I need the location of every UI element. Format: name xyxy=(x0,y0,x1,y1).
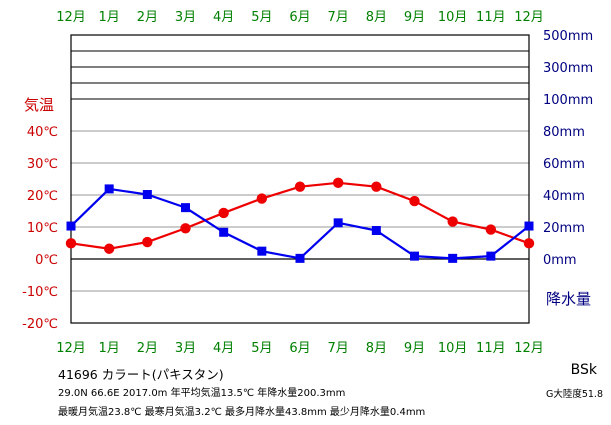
month-label-top: 12月 xyxy=(56,10,86,25)
month-label-top: 4月 xyxy=(213,10,234,25)
temperature-point xyxy=(180,223,191,234)
month-label-bottom: 7月 xyxy=(328,341,349,356)
temperature-point xyxy=(294,181,306,192)
precipitation-tick-label: 300mm xyxy=(543,61,593,76)
month-label-bottom: 10月 xyxy=(438,341,468,356)
month-label-bottom: 3月 xyxy=(175,341,196,356)
temperature-tick-label: -10℃ xyxy=(22,285,58,300)
precipitation-tick-label: 100mm xyxy=(543,93,593,108)
climate-classification: BSk xyxy=(570,362,597,378)
temperature-point xyxy=(447,216,458,227)
month-label-top: 2月 xyxy=(137,10,158,25)
month-label-bottom: 6月 xyxy=(289,341,310,356)
precipitation-point xyxy=(219,227,229,237)
precipitation-point xyxy=(486,251,496,261)
month-label-bottom: 4月 xyxy=(213,341,234,356)
precipitation-axis: 500mm 300mm 100mm 80mm 60mm 40mm 20mm 0mm 降水量 xyxy=(543,29,593,308)
precipitation-point xyxy=(181,203,190,213)
precipitation-tick-label: 40mm xyxy=(543,189,585,204)
precipitation-tick-label: 500mm xyxy=(543,29,593,44)
temperature-tick-label: 40℃ xyxy=(27,125,58,140)
precipitation-axis-label: 降水量 xyxy=(546,290,591,308)
precipitation-point xyxy=(142,190,152,200)
month-label-bottom: 1月 xyxy=(99,341,120,356)
temperature-point xyxy=(523,238,535,249)
precipitation-point xyxy=(333,218,343,228)
temperature-point xyxy=(256,193,268,204)
temperature-tick-label: -20℃ xyxy=(22,317,58,332)
plot-border xyxy=(70,34,530,324)
precipitation-point xyxy=(295,253,305,263)
temperature-point xyxy=(142,236,153,248)
precipitation-point xyxy=(66,221,76,231)
month-label-top: 1月 xyxy=(99,10,120,25)
month-label-top: 8月 xyxy=(366,10,387,25)
month-labels-top: 12月 1月 2月 3月 4月 5月 6月 7月 8月 9月 10月 11月 12月 xyxy=(56,10,544,25)
precipitation-tick-label: 60mm xyxy=(543,157,585,172)
temperature-point xyxy=(371,181,382,192)
plot-frame xyxy=(70,34,530,324)
precipitation-point xyxy=(448,253,458,263)
temperature-tick-label: 20℃ xyxy=(27,189,58,204)
month-labels-bottom: 12月 1月 2月 3月 4月 5月 6月 7月 8月 9月 10月 11月 12月 xyxy=(56,341,544,356)
month-label-bottom: 2月 xyxy=(137,341,158,356)
temperature-point xyxy=(332,177,344,189)
data-series xyxy=(65,177,535,263)
month-label-bottom: 9月 xyxy=(404,341,425,356)
precipitation-tick-label: 20mm xyxy=(543,221,585,236)
temperature-point xyxy=(218,207,229,219)
temperature-axis: 気温 40℃ 30℃ 20℃ 10℃ 0℃ -10℃ -20℃ xyxy=(22,96,58,332)
temperature-axis-label: 気温 xyxy=(24,96,54,114)
month-label-bottom: 12月 xyxy=(56,341,86,356)
temperature-tick-label: 10℃ xyxy=(27,221,58,236)
month-label-bottom: 8月 xyxy=(366,341,387,356)
precipitation-point xyxy=(257,246,267,256)
precipitation-point xyxy=(524,221,534,231)
precipitation-point xyxy=(410,251,419,261)
month-label-top: 11月 xyxy=(476,10,506,25)
month-label-bottom: 5月 xyxy=(251,341,272,356)
continentality-index: G大陸度51.8 xyxy=(545,389,603,400)
precipitation-point xyxy=(104,184,114,194)
month-label-bottom: 12月 xyxy=(514,341,544,356)
month-label-top: 5月 xyxy=(251,10,272,25)
precipitation-tick-label: 0mm xyxy=(543,253,577,268)
month-label-top: 6月 xyxy=(289,10,310,25)
temperature-point xyxy=(65,238,77,249)
temperature-point xyxy=(409,195,420,207)
month-label-top: 7月 xyxy=(328,10,349,25)
month-label-top: 10月 xyxy=(438,10,468,25)
precipitation-point xyxy=(371,226,381,236)
temperature-tick-label: 30℃ xyxy=(27,157,58,172)
month-label-bottom: 11月 xyxy=(476,341,506,356)
month-label-top: 3月 xyxy=(175,10,196,25)
temperature-tick-label: 0℃ xyxy=(35,253,58,268)
precipitation-tick-label: 80mm xyxy=(543,125,585,140)
station-title: 41696 カラート(パキスタン) xyxy=(58,367,224,382)
temperature-point xyxy=(485,224,497,235)
month-label-top: 9月 xyxy=(404,10,425,25)
month-label-top: 12月 xyxy=(514,10,544,25)
station-summary-line1: 29.0N 66.6E 2017.0m 年平均気温13.5℃ 年降水量200.3… xyxy=(58,388,346,399)
temperature-point xyxy=(103,243,115,254)
station-summary-line2: 最暖月気温23.8℃ 最寒月気温3.2℃ 最多月降水量43.8mm 最少月降水量… xyxy=(58,407,426,418)
